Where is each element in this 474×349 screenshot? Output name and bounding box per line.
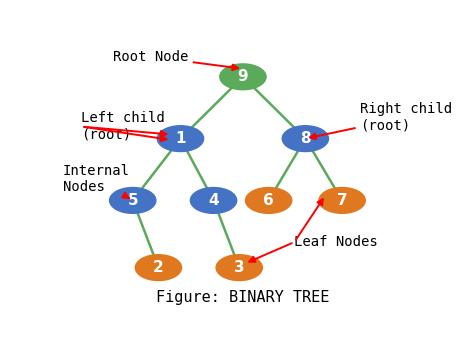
Ellipse shape [246, 187, 292, 213]
Ellipse shape [282, 126, 328, 151]
Text: Right child
(root): Right child (root) [310, 102, 453, 139]
Text: 9: 9 [237, 69, 248, 84]
Ellipse shape [157, 126, 204, 151]
Text: Internal
Nodes: Internal Nodes [63, 164, 130, 198]
Text: 1: 1 [175, 131, 186, 146]
Text: 2: 2 [153, 260, 164, 275]
Ellipse shape [319, 187, 365, 213]
Ellipse shape [109, 187, 156, 213]
Ellipse shape [220, 64, 266, 90]
Text: Leaf Nodes: Leaf Nodes [294, 235, 378, 249]
Text: 8: 8 [300, 131, 310, 146]
Text: Left child
(root): Left child (root) [82, 111, 165, 142]
Ellipse shape [216, 255, 263, 281]
Ellipse shape [191, 187, 237, 213]
Text: 5: 5 [128, 193, 138, 208]
Text: 7: 7 [337, 193, 347, 208]
Text: 3: 3 [234, 260, 245, 275]
Text: 4: 4 [208, 193, 219, 208]
Text: Root Node: Root Node [112, 50, 238, 70]
Ellipse shape [135, 255, 182, 281]
Text: Figure: BINARY TREE: Figure: BINARY TREE [156, 290, 329, 305]
Text: 6: 6 [263, 193, 274, 208]
